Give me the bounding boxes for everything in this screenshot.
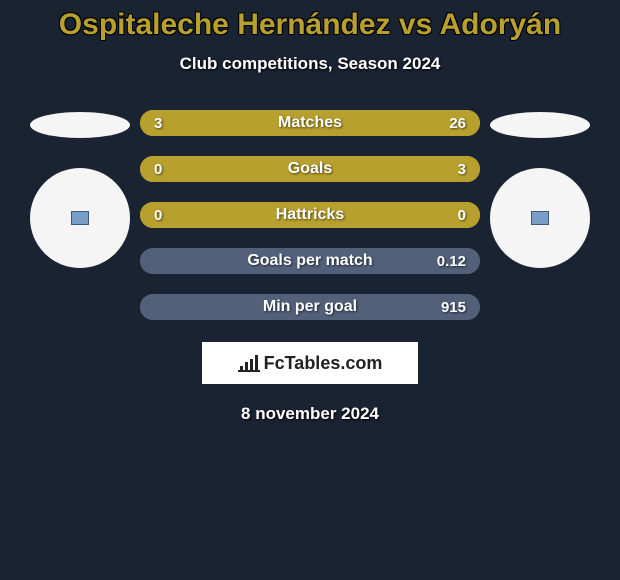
- date-text: 8 november 2024: [0, 404, 620, 424]
- stat-bar: 3 Matches 26: [140, 110, 480, 136]
- stat-label: Goals: [288, 160, 332, 178]
- stat-right-value: 0.12: [437, 253, 466, 270]
- logo-text: FcTables.com: [264, 353, 383, 374]
- stat-left-value: 3: [154, 115, 162, 132]
- flag-left: [30, 112, 130, 138]
- stat-left-value: 0: [154, 161, 162, 178]
- club-right-badge-icon: [531, 211, 549, 225]
- stat-label: Matches: [278, 114, 342, 132]
- stat-right-value: 0: [458, 207, 466, 224]
- stat-label: Goals per match: [247, 252, 372, 270]
- stat-label: Hattricks: [276, 206, 344, 224]
- player-left-col: [30, 110, 130, 268]
- stat-right-value: 915: [441, 299, 466, 316]
- subtitle: Club competitions, Season 2024: [0, 54, 620, 74]
- comparison-card: Ospitaleche Hernández vs Adoryán Club co…: [0, 0, 620, 424]
- stat-bar: Min per goal 915: [140, 294, 480, 320]
- stat-right-value: 26: [449, 115, 466, 132]
- main-row: 3 Matches 26 0 Goals 3 0 Hattricks 0 Goals per ma…: [0, 110, 620, 320]
- stat-bar: 0 Goals 3: [140, 156, 480, 182]
- flag-right: [490, 112, 590, 138]
- stat-bar: Goals per match 0.12: [140, 248, 480, 274]
- chart-icon: [238, 354, 260, 372]
- player-right-col: [490, 110, 590, 268]
- club-right: [490, 168, 590, 268]
- stat-left-value: 0: [154, 207, 162, 224]
- stats-column: 3 Matches 26 0 Goals 3 0 Hattricks 0 Goals per ma…: [140, 110, 480, 320]
- stat-label: Min per goal: [263, 298, 357, 316]
- stat-bar: 0 Hattricks 0: [140, 202, 480, 228]
- stat-right-value: 3: [458, 161, 466, 178]
- club-left-badge-icon: [71, 211, 89, 225]
- logo-box[interactable]: FcTables.com: [202, 342, 418, 384]
- page-title: Ospitaleche Hernández vs Adoryán: [0, 8, 620, 42]
- club-left: [30, 168, 130, 268]
